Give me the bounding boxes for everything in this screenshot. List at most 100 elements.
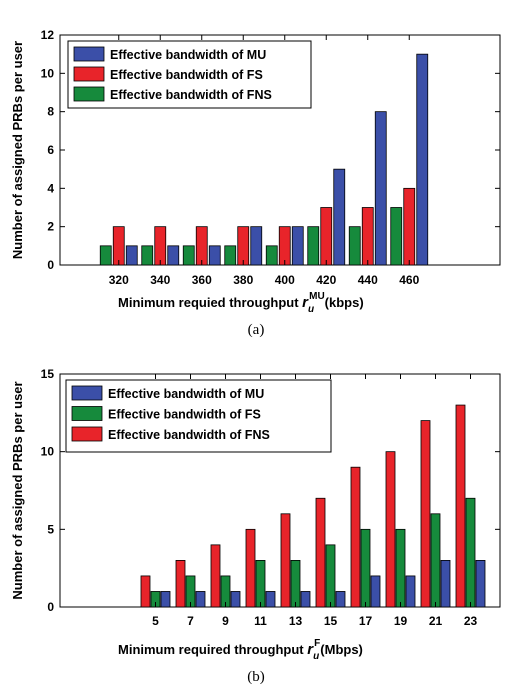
x-tick-label: 440 [358,273,378,287]
x-axis-unit: (kbps) [325,295,364,310]
x-tick-label: 15 [324,614,338,628]
bar-mu-13 [301,591,310,607]
x-tick-label: 23 [464,614,478,628]
bar-mu-7 [196,591,205,607]
x-axis-label: Minimum requied throughput ru MU(kbps) [118,291,364,315]
bar-mu-420 [334,169,345,265]
legend-swatch [72,386,102,400]
x-tick-label: 21 [429,614,443,628]
bar-fs-400 [279,227,290,265]
x-tick-label: 400 [275,273,295,287]
bar-fs-15 [326,545,335,607]
bar-fns-13 [281,514,290,607]
x-tick-label: 9 [222,614,229,628]
x-tick-label: 340 [150,273,170,287]
figure-caption: (b) [247,669,265,685]
legend-label: Effective bandwidth of FNS [108,428,270,442]
bar-fs-360 [196,227,207,265]
bar-fs-340 [155,227,166,265]
bar-mu-21 [441,560,450,607]
figure-caption: (a) [248,322,265,338]
legend-label: Effective bandwidth of FS [110,68,263,82]
bar-fns-11 [246,529,255,607]
bar-fns-400 [266,246,277,265]
bar-fs-460 [404,188,415,265]
x-tick-label: 17 [359,614,373,628]
bar-fns-15 [316,498,325,607]
bar-mu-460 [417,54,428,265]
bar-fs-11 [256,560,265,607]
legend-swatch [74,87,104,101]
x-axis-subscript: u [308,304,314,315]
bar-mu-440 [375,112,386,265]
bar-fns-21 [421,421,430,607]
x-tick-label: 380 [233,273,253,287]
legend: Effective bandwidth of MU Effective bandw… [66,380,331,452]
bar-fns-460 [391,208,402,266]
bar-fs-440 [362,208,373,266]
legend-swatch [72,407,102,421]
bar-mu-320 [126,246,137,265]
bar-mu-15 [336,591,345,607]
bar-mu-19 [406,576,415,607]
x-tick-label: 7 [187,614,194,628]
legend-label: Effective bandwidth of FS [108,408,261,422]
bar-fs-13 [291,560,300,607]
legend: Effective bandwidth of MU Effective bandw… [68,41,311,108]
y-tick-label: 15 [41,367,55,381]
y-tick-label: 2 [47,220,54,234]
bar-fns-360 [183,246,194,265]
y-axis-label: Number of assigned PRBs per user [10,381,25,599]
bar-mu-5 [161,591,170,607]
y-tick-label: 5 [47,522,54,536]
x-axis-unit: (Mbps) [320,642,363,657]
legend-swatch [74,67,104,81]
x-axis-label: Minimum required throughput ruF(Mbps) [118,638,363,662]
x-axis-superscript: MU [309,291,325,302]
bar-mu-380 [251,227,262,265]
x-tick-label: 460 [399,273,419,287]
bar-mu-340 [168,246,179,265]
bar-fs-320 [113,227,124,265]
y-tick-label: 10 [41,66,55,80]
chart-1: 0 5 10 15 5 7 9 11 13 15 17 19 21 23 Effective bandwid… [10,367,500,685]
bar-mu-400 [292,227,303,265]
legend-label: Effective bandwidth of MU [110,48,266,62]
bar-mu-9 [231,591,240,607]
bar-mu-17 [371,576,380,607]
bar-fns-9 [211,545,220,607]
y-tick-label: 8 [47,105,54,119]
legend-swatch [72,427,102,441]
bar-mu-360 [209,246,220,265]
y-tick-label: 4 [47,181,54,195]
bar-fns-7 [176,560,185,607]
bar-fns-420 [308,227,319,265]
bar-fns-340 [142,246,153,265]
y-axis-label: Number of assigned PRBs per user [10,41,25,259]
bar-fns-380 [225,246,236,265]
bar-fs-17 [361,529,370,607]
bar-fns-23 [456,405,465,607]
chart-0: 0 2 4 6 8 10 12 320 340 360 380 400 420 440 460 Effecti… [10,28,500,338]
bar-fns-17 [351,467,360,607]
x-axis-label-text: Minimum required throughput [118,642,307,657]
x-tick-label: 420 [316,273,336,287]
y-tick-label: 0 [47,600,54,614]
bar-fns-5 [141,576,150,607]
y-tick-label: 0 [47,258,54,272]
y-tick-label: 12 [41,28,55,42]
x-tick-label: 11 [254,614,267,628]
bar-fns-440 [349,227,360,265]
bar-mu-23 [476,560,485,607]
legend-label: Effective bandwidth of MU [108,387,264,401]
x-axis-subscript: u [313,651,319,662]
x-axis-label-text: Minimum requied throughput [118,295,302,310]
bar-fs-380 [238,227,249,265]
bar-fns-320 [100,246,111,265]
x-tick-label: 320 [109,273,129,287]
bar-fs-420 [321,208,332,266]
bar-mu-11 [266,591,275,607]
bar-fs-23 [466,498,475,607]
bar-fs-19 [396,529,405,607]
y-tick-label: 6 [47,143,54,157]
